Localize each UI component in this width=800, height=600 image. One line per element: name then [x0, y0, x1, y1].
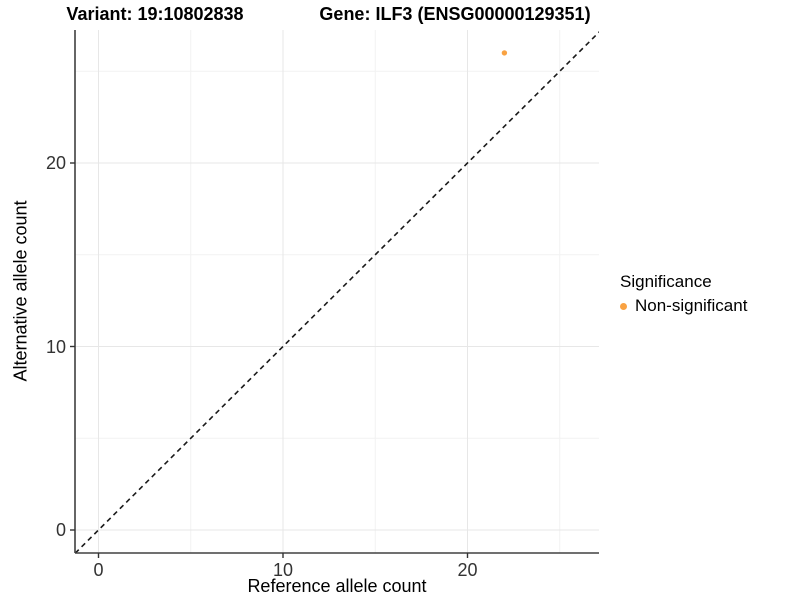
plot-title-gene: Gene: ILF3 (ENSG00000129351) — [319, 4, 591, 24]
y-axis-title: Alternative allele count — [10, 200, 31, 382]
data-point — [501, 50, 508, 56]
legend: Significance Non-significant — [620, 272, 747, 316]
legend-point-icon — [620, 302, 627, 310]
legend-title: Significance — [620, 272, 712, 291]
legend-item-non-significant[interactable]: Non-significant — [620, 296, 747, 316]
legend-item-label: Non-significant — [635, 296, 748, 315]
identity-dashed-line — [75, 31, 599, 553]
plot-title-variant: Variant: 19:10802838 — [66, 4, 244, 24]
x-axis-title: Reference allele count — [247, 576, 427, 596]
